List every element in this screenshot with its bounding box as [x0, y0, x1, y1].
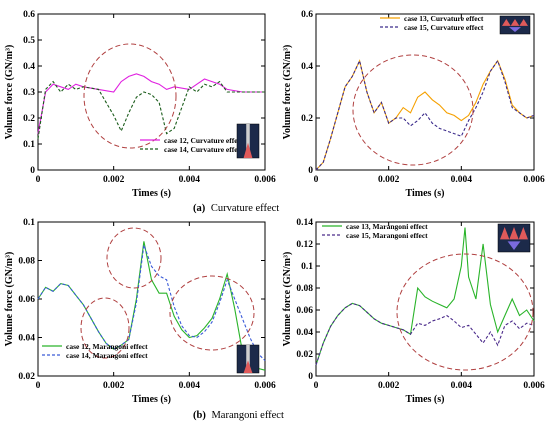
legend-label-2: case 14, Marangoni effect	[66, 351, 148, 360]
caption-a-label: (a)	[193, 203, 206, 214]
y-tick-label: 0.06	[296, 306, 313, 316]
inset-triangle	[243, 360, 253, 373]
y-axis-label: Volume force (GN/m³)	[282, 45, 293, 140]
y-tick-label: 0.08	[18, 257, 35, 267]
x-tick-label: 0	[36, 381, 41, 391]
y-tick-label: 0.1	[23, 140, 35, 150]
y-tick-label: 0.4	[301, 62, 313, 72]
highlight-circle	[169, 275, 255, 351]
x-axis-label: Times (s)	[406, 188, 445, 199]
caption-b-text: Marangoni effect	[211, 410, 283, 421]
series-line-1	[315, 59, 535, 171]
legend-label-1: case 13, Curvature effect	[404, 14, 484, 23]
y-tick-label: 0.1	[301, 262, 313, 272]
y-tick-label: 0.12	[296, 240, 313, 250]
series-line-2	[315, 302, 535, 366]
y-tick-label: 0.14	[296, 218, 313, 228]
caption-b-label: (b)	[193, 410, 206, 421]
x-axis-label: Times (s)	[406, 394, 445, 405]
x-tick-label: 0	[36, 175, 41, 185]
inset-droplet	[507, 241, 521, 250]
x-tick-label: 0.002	[378, 175, 400, 185]
inset-channel	[246, 124, 250, 158]
series-line-1	[37, 73, 265, 134]
highlight-circle	[106, 227, 162, 289]
y-axis-label: Volume force (GN/m³)	[282, 252, 293, 347]
plot-frame	[315, 221, 535, 377]
caption-b: (b) Marangoni effect	[193, 410, 284, 421]
legend-label-2: case 15, Marangoni effect	[346, 231, 428, 240]
y-tick-label: 0.6	[301, 10, 313, 20]
y-tick-label: 0.08	[296, 284, 313, 294]
chart-marangoni-case13-15: 0 0.002 0.004 0.006 0 0.02 0.04 0.06 0.08 0.1 0.12…	[282, 218, 545, 405]
y-tick-label: 0	[308, 372, 313, 382]
y-tick-label: 0.1	[23, 218, 35, 228]
y-tick-label: 0	[308, 166, 313, 176]
inset-channel	[246, 345, 250, 373]
x-tick-label: 0.002	[378, 381, 400, 391]
x-tick-label: 0.006	[523, 175, 545, 185]
legend-label-1: case 12, Curvature effect	[164, 136, 244, 145]
inset-triangle	[500, 227, 510, 240]
x-tick-label: 0	[314, 175, 319, 185]
y-tick-label: 0.02	[18, 372, 35, 382]
caption-a-text: Curvature effect	[211, 203, 279, 214]
y-axis-label: Volume force (GN/m³)	[4, 252, 15, 347]
legend-label-1: case 12, Marangoni effect	[66, 342, 148, 351]
y-tick-label: 0.5	[23, 36, 35, 46]
x-tick-label: 0	[314, 381, 319, 391]
inset-triangle	[510, 19, 520, 26]
x-tick-label: 0.006	[254, 381, 276, 391]
x-tick-label: 0.004	[451, 381, 473, 391]
inset-triangle	[518, 227, 528, 240]
x-axis-label: Times (s)	[132, 188, 171, 199]
x-tick-label: 0.004	[451, 175, 473, 185]
legend-label-2: case 15, Curvature effect	[404, 23, 484, 32]
plot-frame	[315, 13, 535, 171]
series-line-2	[37, 244, 266, 361]
highlight-circle	[396, 253, 534, 371]
y-tick-label: 0.04	[18, 334, 35, 344]
chart-curvature-case13-15: 0 0.002 0.004 0.006 0 0.2 0.4 0.6 Times (s) Volum…	[282, 10, 545, 199]
inset-triangle	[509, 227, 519, 240]
highlight-circle	[83, 43, 177, 149]
y-tick-label: 0.4	[23, 62, 35, 72]
x-axis-label: Times (s)	[132, 394, 171, 405]
legend-label-2: case 14, Curvature effect	[164, 145, 244, 154]
y-tick-label: 0.02	[296, 350, 313, 360]
y-tick-label: 0	[30, 166, 35, 176]
series-line-1	[37, 241, 266, 371]
highlight-circle	[80, 297, 130, 359]
y-tick-label: 0.2	[301, 114, 313, 124]
x-tick-label: 0.006	[254, 175, 276, 185]
x-tick-label: 0.002	[103, 175, 125, 185]
inset-triangle	[502, 19, 511, 26]
inset-triangle	[243, 142, 253, 158]
highlight-circle	[352, 54, 474, 166]
series-line-2	[37, 80, 265, 139]
chart-marangoni-case12-14: 0 0.002 0.004 0.006 0.02 0.04 0.06 0.08 0.1 Times…	[4, 218, 276, 405]
series-line-1	[315, 227, 535, 366]
y-axis-label: Volume force (GN/m³)	[4, 45, 15, 140]
y-tick-label: 0.3	[23, 88, 35, 98]
y-tick-label: 0.04	[296, 328, 313, 338]
x-tick-label: 0.002	[103, 381, 125, 391]
inset-triangle	[519, 19, 528, 26]
x-tick-label: 0.004	[179, 381, 201, 391]
chart-curvature-case12-14: 0 0.002 0.004 0.006 0 0.1 0.2 0.3 0.4 0.5 0.6 Times…	[4, 10, 276, 199]
y-tick-label: 0.2	[23, 114, 35, 124]
series-line-2	[315, 59, 535, 171]
caption-a: (a) Curvature effect	[193, 203, 279, 214]
inset-droplet	[509, 27, 521, 32]
x-tick-label: 0.004	[179, 175, 201, 185]
legend-label-1: case 13, Marangoni effect	[346, 222, 428, 231]
y-tick-label: 0.6	[23, 10, 35, 20]
y-tick-label: 0.06	[18, 295, 35, 305]
x-tick-label: 0.006	[523, 381, 545, 391]
